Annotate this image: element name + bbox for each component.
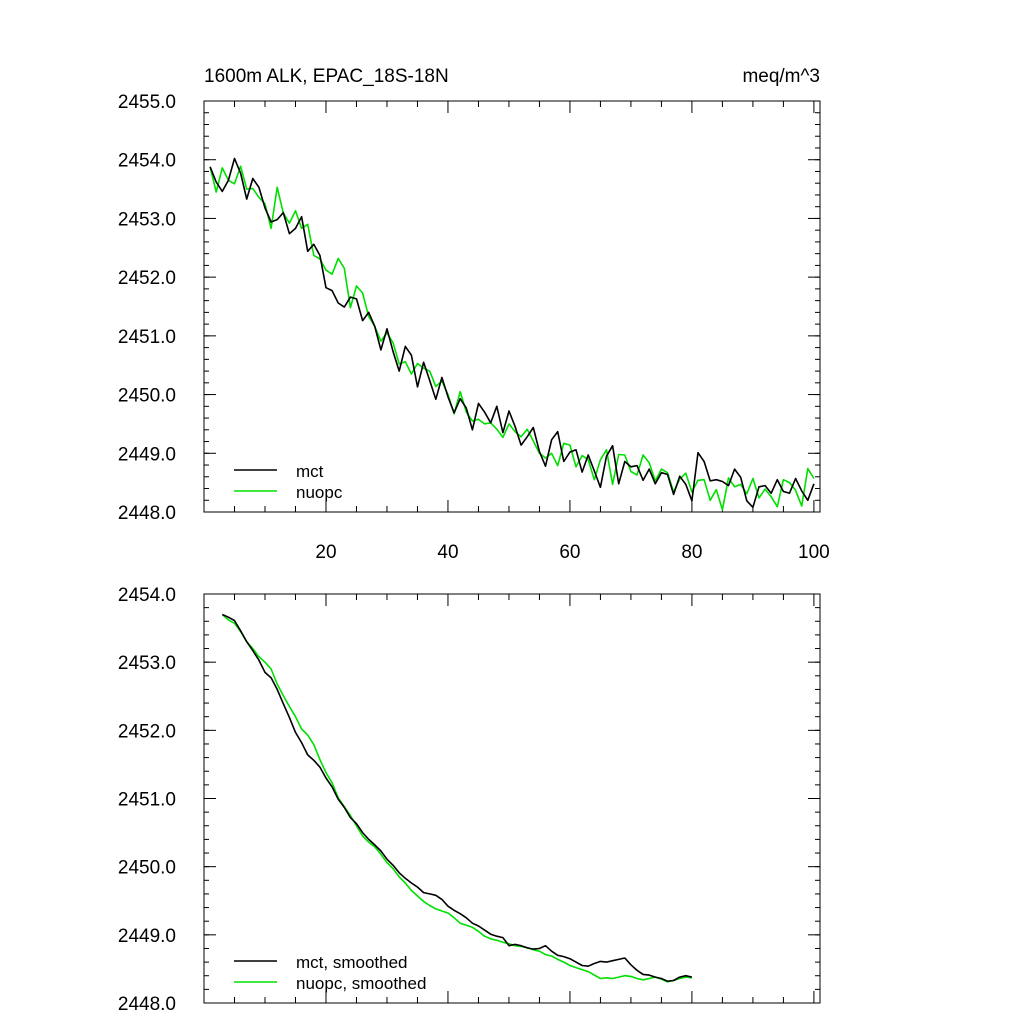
legend: mct nuopc	[234, 462, 343, 502]
top-panel: 1600m ALK, EPAC_18S-18N meq/m^3 2448.024…	[118, 66, 830, 563]
y-tick-label: 2449.0	[118, 926, 176, 947]
y-tick-label: 2455.0	[118, 92, 176, 113]
y-tick-label: 2448.0	[118, 503, 176, 524]
plot-frame	[203, 593, 821, 1004]
y-tick-label: 2454.0	[118, 151, 176, 172]
bottom-panel: 2448.0 2449.0 2450.0 2451.0 2452.0 2453.0 2454…	[118, 585, 821, 1015]
y-tick-label: 2449.0	[118, 444, 176, 465]
series-line-mct	[209, 157, 815, 509]
y-axis: 2448.0 2449.0 2450.0 2451.0 2452.0 2453.0 2454…	[118, 92, 820, 524]
series-line-mct-smoothed	[221, 613, 693, 983]
legend: mct, smoothed nuopc, smoothed	[234, 953, 426, 993]
y-tick-label: 2451.0	[118, 790, 176, 811]
y-tick-label: 2451.0	[118, 327, 176, 348]
x-tick-label: 80	[681, 542, 702, 563]
x-axis	[325, 594, 815, 1003]
y-tick-label: 2448.0	[118, 994, 176, 1015]
x-tick-label: 20	[315, 542, 336, 563]
legend-label-mct-smoothed: mct, smoothed	[296, 953, 408, 972]
x-tick-label: 40	[437, 542, 458, 563]
y-tick-label: 2450.0	[118, 386, 176, 407]
series-line-nuopc-smoothed	[221, 613, 692, 983]
y-tick-label: 2454.0	[118, 585, 176, 606]
minor-ticks	[204, 593, 820, 1004]
units-label: meq/m^3	[742, 66, 820, 87]
y-tick-label: 2453.0	[118, 653, 176, 674]
x-tick-label: 60	[559, 542, 580, 563]
legend-label-nuopc-smoothed: nuopc, smoothed	[296, 974, 426, 993]
legend-label-nuopc: nuopc	[296, 483, 343, 502]
series-line-nuopc	[209, 165, 815, 511]
y-tick-label: 2452.0	[118, 721, 176, 742]
x-axis: 20 40 60 80 100	[315, 101, 830, 563]
chart-title: 1600m ALK, EPAC_18S-18N	[204, 66, 449, 87]
legend-label-mct: mct	[296, 462, 324, 481]
y-tick-label: 2450.0	[118, 858, 176, 879]
x-tick-label: 100	[798, 542, 830, 563]
y-tick-label: 2453.0	[118, 209, 176, 230]
plot-frame	[203, 100, 821, 513]
y-tick-label: 2452.0	[118, 268, 176, 289]
